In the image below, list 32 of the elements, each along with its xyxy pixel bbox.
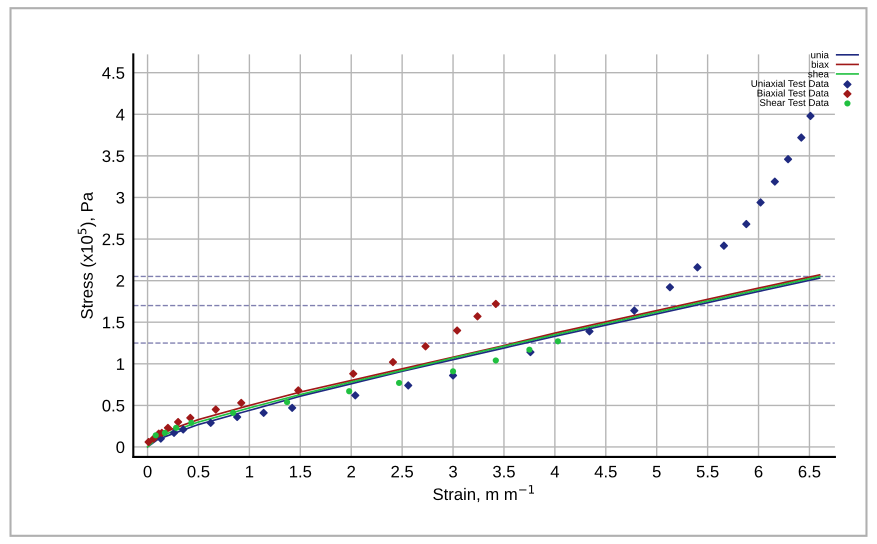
x-tick-label: 3.5: [493, 466, 515, 478]
x-tick-label: 1.5: [290, 466, 312, 478]
y-tick-label: 4.5: [102, 67, 124, 79]
x-tick-label: 5.5: [696, 466, 719, 478]
x-tick-label: 6: [754, 466, 762, 478]
y-tick-label: 0: [116, 441, 124, 454]
y-tick-label: 2: [116, 275, 124, 287]
x-tick-label: 4.5: [594, 466, 617, 478]
x-tick-label: 2.5: [391, 466, 414, 478]
legend-label: shea: [808, 70, 829, 78]
y-tick-label: 2.5: [102, 233, 124, 246]
x-tick-label: 6.5: [798, 466, 820, 478]
y-tick-label: 3: [116, 192, 124, 204]
y-tick-label: 1.5: [103, 316, 124, 328]
x-tick-label: 1: [246, 466, 254, 478]
x-tick-label: 0: [144, 466, 152, 478]
x-tick-label: 5: [652, 466, 661, 478]
y-tick-label: 1: [116, 358, 124, 370]
x-axis-title: Strain, m m$^{−1}$: [433, 485, 534, 502]
y-tick-label: 4: [116, 108, 124, 120]
y-tick-label: 3.5: [102, 150, 124, 162]
legend-label: biax: [812, 60, 829, 68]
x-tick-label: 4: [550, 466, 560, 478]
legend-label: Shear Test Data: [760, 98, 829, 106]
legend-label: Uniaxial Test Data: [752, 80, 829, 87]
x-tick-label: 3: [449, 466, 457, 478]
x-tick-label: 2: [347, 466, 356, 478]
legend-label: unia: [811, 51, 829, 58]
y-axis-title: Stress (x10$^{5}$), Pa: [78, 192, 96, 319]
y-tick-label: 0.5: [102, 400, 124, 412]
x-tick-label: 0.5: [188, 466, 210, 478]
legend-label: Biaxial Test Data: [758, 89, 829, 97]
